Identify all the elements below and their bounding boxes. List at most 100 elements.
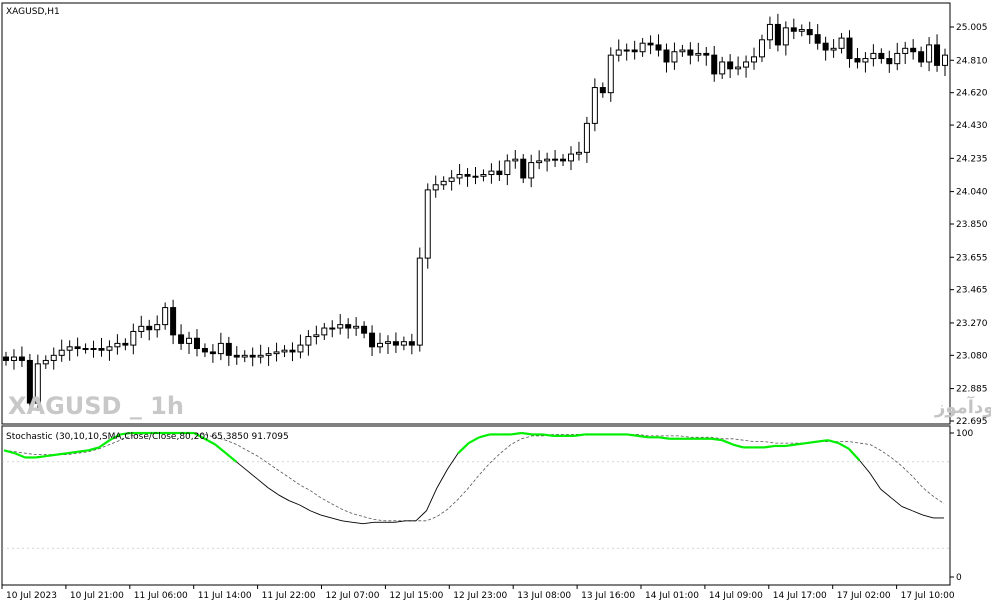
x-tick-label: 11 Jul 22:00 xyxy=(262,591,316,601)
stochastic-main-segment xyxy=(478,433,491,439)
candle xyxy=(321,322,328,340)
candle xyxy=(520,154,527,184)
stochastic-pane-border xyxy=(1,425,951,586)
candle xyxy=(647,35,654,55)
stochastic-main-segment xyxy=(510,431,522,436)
stochastic-main-segment xyxy=(869,473,882,490)
x-tick-label: 14 Jul 01:00 xyxy=(645,591,699,601)
candle xyxy=(631,40,638,60)
stochastic-main-segment xyxy=(785,443,797,448)
candle xyxy=(599,82,606,98)
stochastic-main-segment xyxy=(246,470,258,480)
stochastic-main-segment xyxy=(574,433,586,437)
stochastic-main-segment xyxy=(225,452,238,463)
stochastic-main-segment xyxy=(848,448,861,462)
stoch-y-tick-label: 100 xyxy=(956,429,973,439)
candle xyxy=(424,183,431,269)
stochastic-main-segment xyxy=(331,517,343,522)
stochastic-main-segment xyxy=(711,437,723,442)
candle xyxy=(575,141,582,161)
stochastic-main-segment xyxy=(341,520,353,523)
candle xyxy=(186,331,193,354)
y-tick-label: 23.270 xyxy=(956,319,988,329)
candle xyxy=(591,78,598,132)
stochastic-main-segment xyxy=(521,431,533,436)
stochastic-main-segment xyxy=(394,520,406,523)
candle xyxy=(942,48,948,76)
candle xyxy=(400,336,407,351)
x-tick-label: 17 Jul 02:00 xyxy=(837,591,891,601)
candle xyxy=(774,13,781,52)
candle xyxy=(583,116,590,163)
candle xyxy=(782,21,789,56)
stochastic-main-segment xyxy=(299,504,311,512)
stochastic-main-segment xyxy=(46,453,57,458)
stochastic-main-segment xyxy=(257,478,269,489)
candle xyxy=(822,36,829,61)
x-tick-label: 12 Jul 23:00 xyxy=(453,591,507,601)
stochastic-main-segment xyxy=(120,431,131,436)
y-tick-label: 22.695 xyxy=(956,417,988,427)
candle xyxy=(289,342,296,362)
candle xyxy=(130,323,137,355)
y-tick-label: 23.655 xyxy=(956,253,988,263)
candle xyxy=(567,146,574,171)
stochastic-main-segment xyxy=(912,510,924,516)
watermark-symbol: XAGUSD _ 1h xyxy=(8,392,184,420)
candle xyxy=(146,319,153,341)
x-tick-label: 13 Jul 16:00 xyxy=(581,591,635,601)
candle xyxy=(408,333,415,355)
main-chart-title: XAGUSD,H1 xyxy=(6,7,60,17)
candle xyxy=(257,344,264,364)
candle xyxy=(377,332,384,354)
stochastic-main-segment xyxy=(415,510,427,522)
candle xyxy=(18,346,25,367)
candle xyxy=(10,349,17,370)
candle xyxy=(392,332,399,353)
stochastic-main-segment xyxy=(880,488,892,499)
candle xyxy=(758,34,765,62)
candle xyxy=(265,347,272,366)
candle xyxy=(615,39,622,62)
candle xyxy=(639,38,646,57)
stochastic-main-segment xyxy=(109,433,121,442)
stochastic-main-segment xyxy=(288,500,300,506)
candle xyxy=(416,247,423,352)
stochastic-main-segment xyxy=(468,436,480,445)
candles-layer xyxy=(3,13,948,414)
y-tick-label: 24.040 xyxy=(956,188,988,198)
candle xyxy=(26,353,33,414)
candle xyxy=(440,176,447,190)
candle xyxy=(82,343,89,354)
candle xyxy=(448,170,455,191)
x-tick-label: 11 Jul 06:00 xyxy=(134,591,188,601)
candle xyxy=(480,169,487,182)
stochastic-main-segment xyxy=(193,432,206,440)
candle xyxy=(830,39,837,58)
x-tick-label: 14 Jul 17:00 xyxy=(773,591,827,601)
stochastic-main-segment xyxy=(278,494,290,502)
stochastic-main-segment xyxy=(363,521,374,525)
stochastic-main-segment xyxy=(795,441,807,446)
candle xyxy=(488,163,495,184)
stochastic-main-segment xyxy=(3,449,15,455)
y-tick-label: 22.885 xyxy=(956,385,988,395)
candle xyxy=(512,149,519,169)
candle xyxy=(560,154,567,167)
stochastic-main-segment xyxy=(890,497,903,507)
stochastic-main-segment xyxy=(457,442,470,454)
stochastic-main-segment xyxy=(637,434,649,439)
candle xyxy=(66,340,73,361)
x-tick-label: 17 Jul 10:00 xyxy=(901,591,955,601)
stochastic-main-segment xyxy=(214,443,227,455)
candle xyxy=(735,56,742,76)
candle xyxy=(384,335,391,354)
candle xyxy=(138,315,145,338)
candle xyxy=(886,50,893,73)
candle xyxy=(297,334,304,359)
candle xyxy=(193,329,200,357)
candle xyxy=(695,42,702,62)
y-tick-label: 23.080 xyxy=(956,351,988,361)
x-tick-label: 12 Jul 15:00 xyxy=(389,591,443,601)
stochastic-main-segment xyxy=(204,437,216,446)
